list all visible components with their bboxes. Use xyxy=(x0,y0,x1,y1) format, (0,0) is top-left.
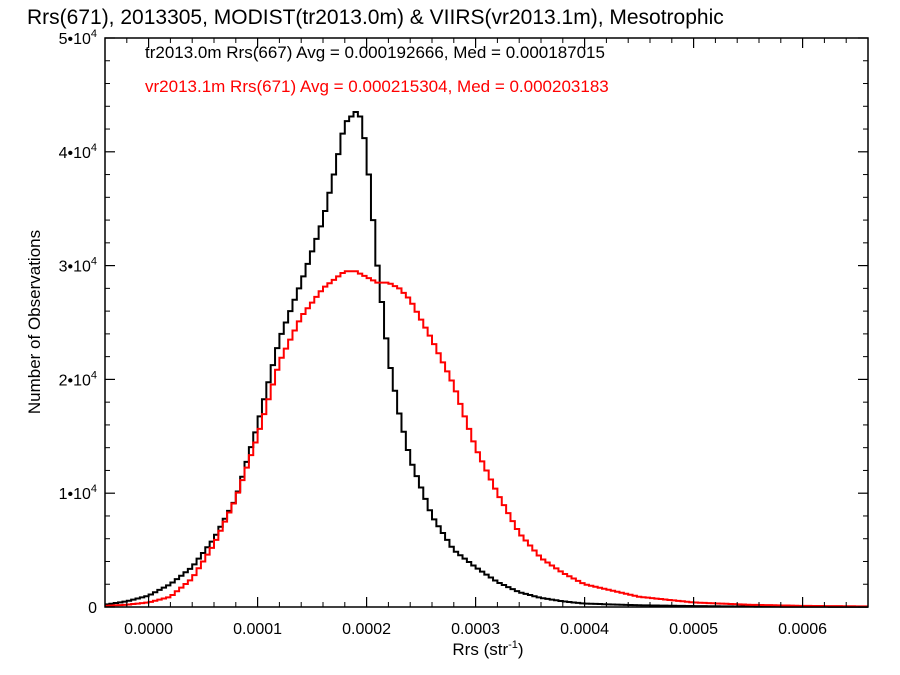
series-layer xyxy=(105,110,868,608)
x-tick-label: 0.0004 xyxy=(560,621,609,638)
y-tick-label: 0 xyxy=(88,600,97,617)
y-tick-label: 3•104 xyxy=(59,256,97,276)
x-axis-label: Rrs (str-1) xyxy=(452,639,523,659)
legend-entry-tr2013: tr2013.0m Rrs(667) Avg = 0.000192666, Me… xyxy=(145,43,605,62)
x-tick-label: 0.0001 xyxy=(233,621,282,638)
x-tick-label: 0.0006 xyxy=(778,621,827,638)
y-tick-label: 4•104 xyxy=(59,142,97,162)
x-tick-label: 0.0000 xyxy=(124,621,173,638)
x-tick-label: 0.0005 xyxy=(669,621,718,638)
x-tick-label: 0.0002 xyxy=(342,621,391,638)
legend: tr2013.0m Rrs(667) Avg = 0.000192666, Me… xyxy=(145,43,609,96)
x-axis-label-exponent: -1 xyxy=(508,639,518,651)
legend-entry-vr2013: vr2013.1m Rrs(671) Avg = 0.000215304, Me… xyxy=(145,77,609,96)
tick-layer: 0.0000 0.0001 0.0002 0.0003 0.0004 0.0005 0.00… xyxy=(59,28,869,638)
x-axis-label-close: ) xyxy=(518,640,524,659)
x-axis-label-main: Rrs (str xyxy=(452,640,508,659)
series-line-1 xyxy=(105,270,868,608)
series-line-0 xyxy=(105,110,868,608)
plot-frame xyxy=(104,37,869,608)
y-tick-label: 2•104 xyxy=(59,369,97,389)
y-tick-label: 1•104 xyxy=(59,483,97,503)
chart-title: Rrs(671), 2013305, MODIST(tr2013.0m) & V… xyxy=(27,6,724,29)
y-axis-label: Number of Observations xyxy=(25,230,44,414)
y-tick-label: 5•104 xyxy=(59,28,97,48)
x-tick-label: 0.0003 xyxy=(451,621,500,638)
